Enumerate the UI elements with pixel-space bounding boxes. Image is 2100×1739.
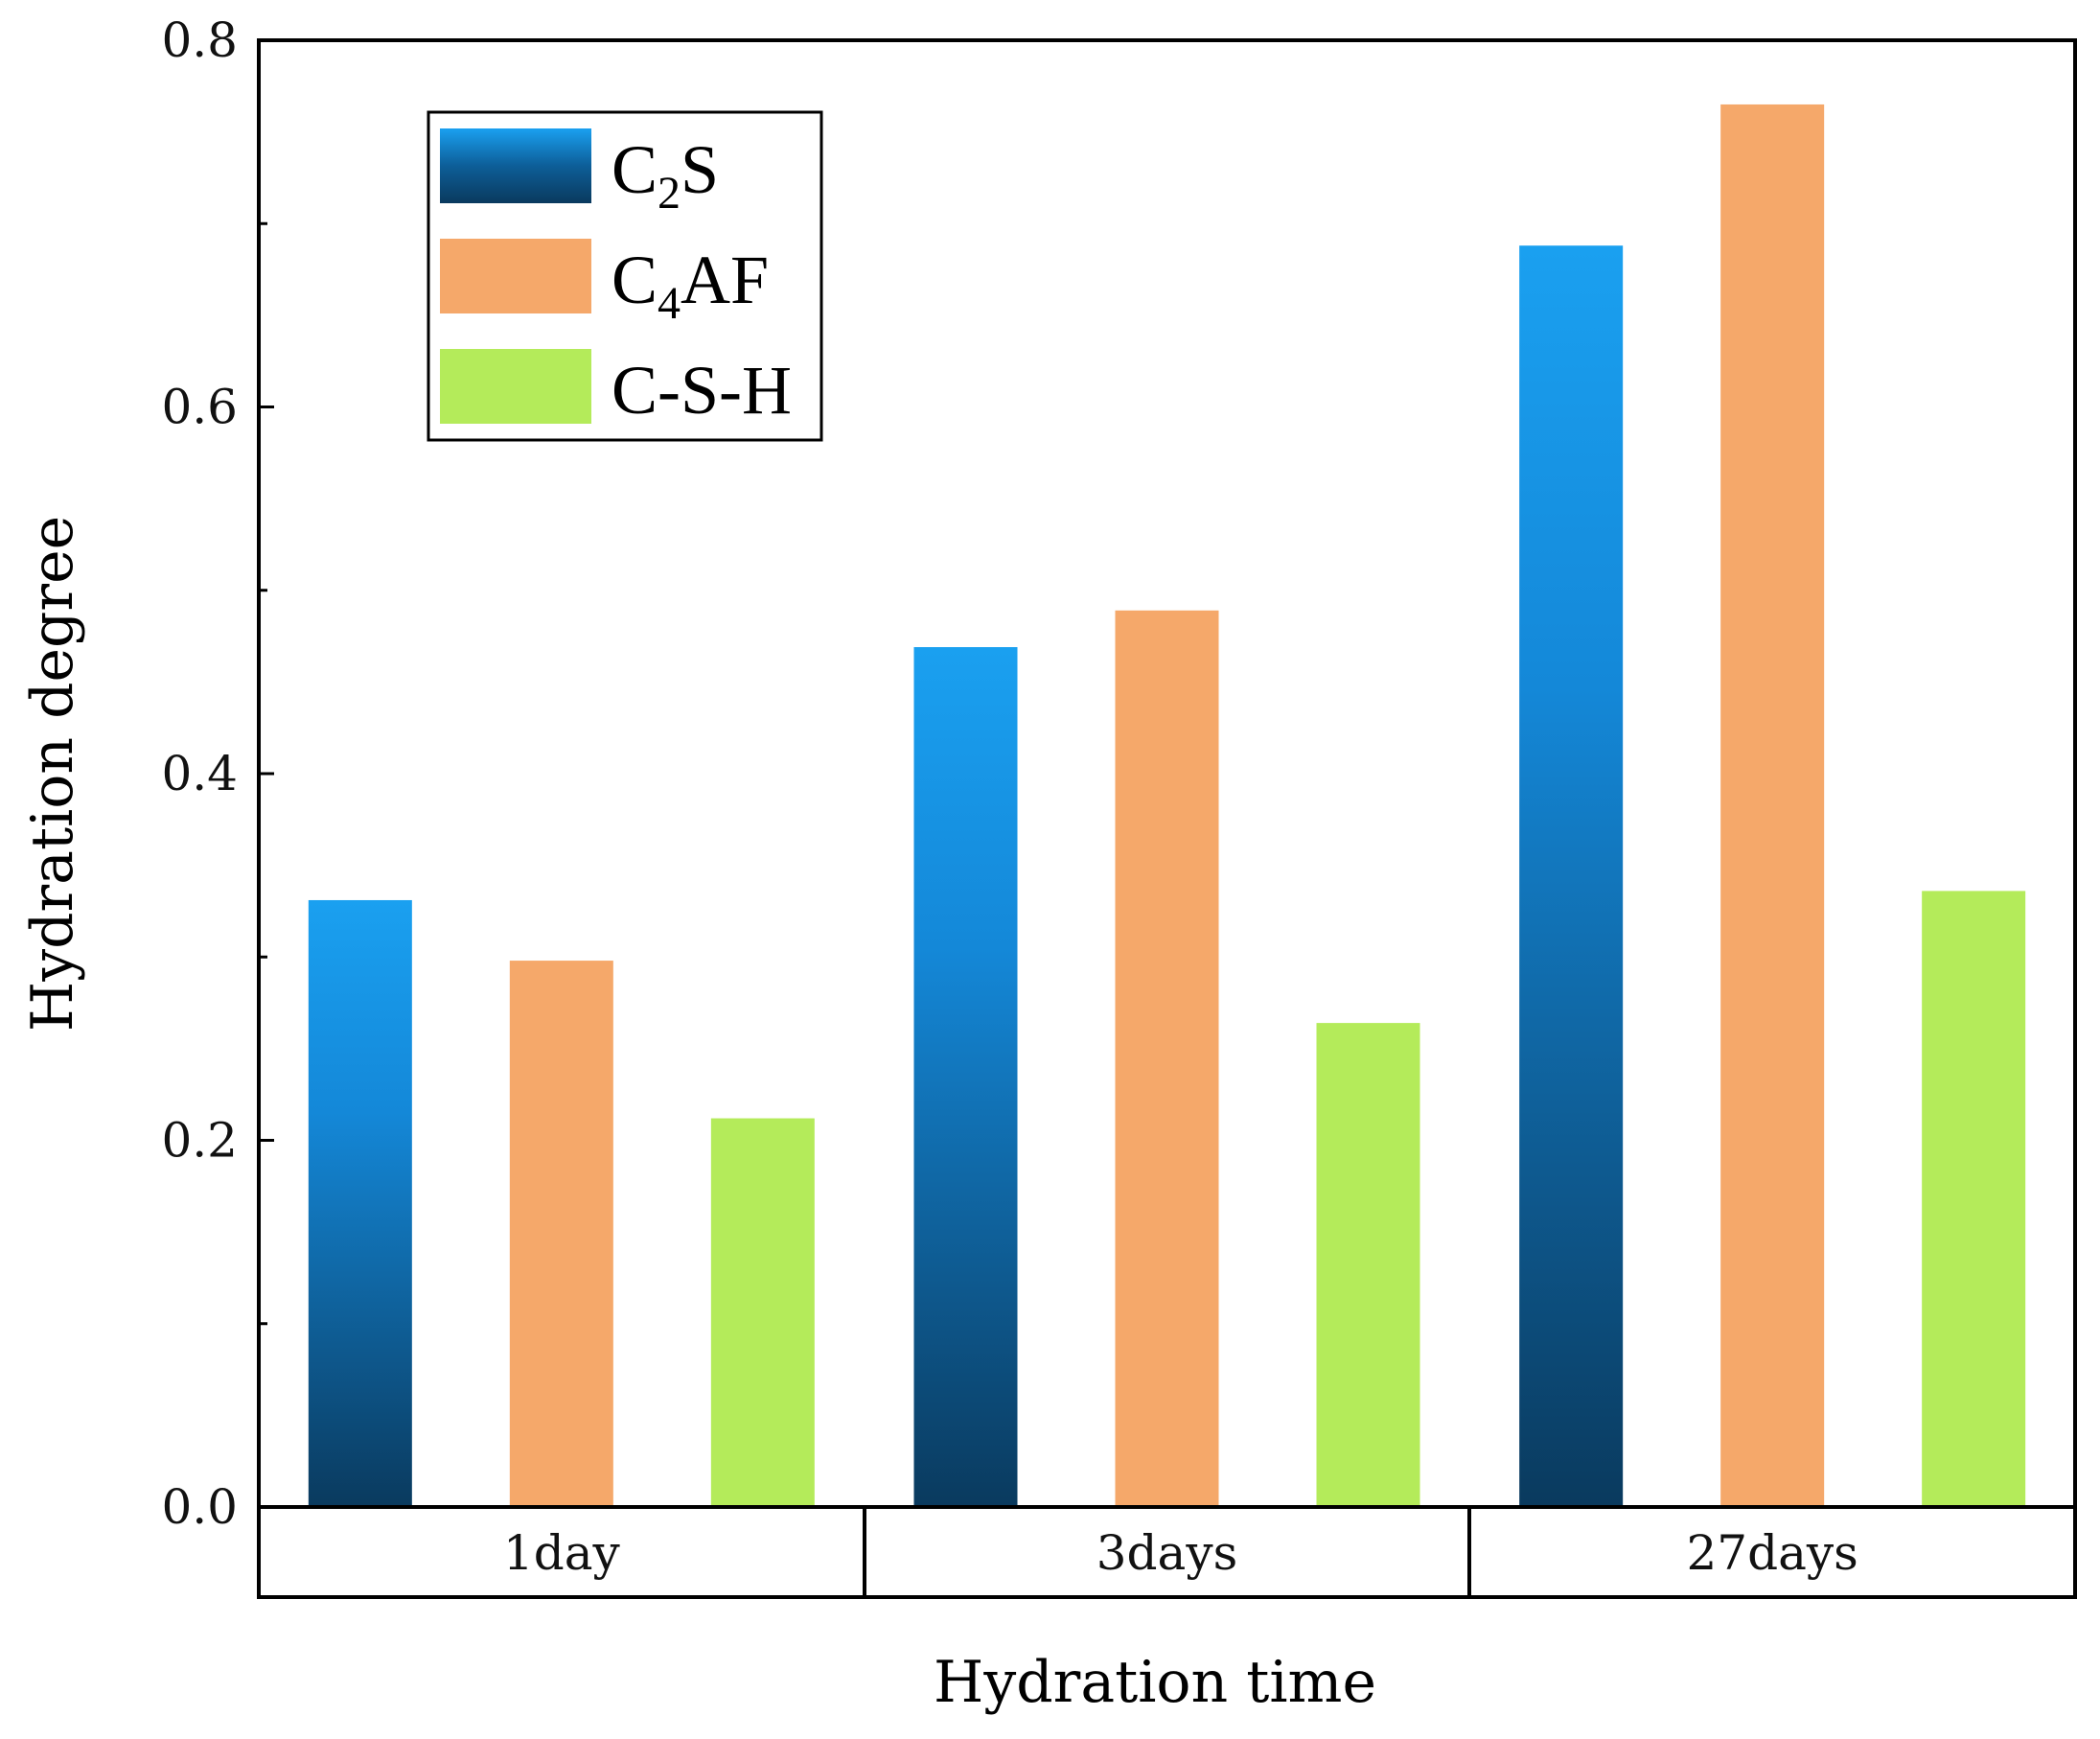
y-tick-label: 0.8 [161,12,238,68]
y-tick-label: 0.6 [161,380,238,435]
y-tick-label: 0.2 [161,1113,238,1169]
legend-label-csh: C-S-H [612,352,792,429]
bar-c4af-1day [509,961,613,1507]
bar-c-s-h-1day [710,1118,815,1507]
bar-c2s-3days [913,647,1018,1507]
bar-c4af-27days [1720,104,1825,1507]
y-tick-label: 0.0 [161,1479,238,1535]
bar-c4af-3days [1115,610,1219,1507]
legend: C2S C4AF C-S-H [427,110,823,442]
x-category-label-27days: 27days [1686,1525,1858,1581]
legend-label-c4af: C4AF [612,242,769,329]
x-category-label-1day: 1day [503,1525,621,1581]
legend-swatch-csh [440,349,591,424]
legend-swatch-c4af [440,239,591,313]
bars-layer [308,104,2026,1508]
bar-c-s-h-27days [1922,891,2026,1507]
y-axis: 0.0 0.2 0.4 0.6 0.8 [161,12,274,1535]
x-axis-categories: 1day 3days 27days [503,1525,1858,1581]
bar-c2s-27days [1519,245,1624,1508]
legend-label-c2s: C2S [612,131,719,219]
bar-c2s-1day [308,899,412,1507]
y-tick-label: 0.4 [161,746,238,801]
category-band [257,1505,2077,1599]
legend-swatch-c2s [440,128,591,203]
y-axis-title: Hydration degree [19,516,86,1032]
bar-c-s-h-3days [1316,1023,1420,1507]
x-category-label-3days: 3days [1096,1525,1238,1581]
x-axis-title: Hydration time [934,1649,1376,1716]
